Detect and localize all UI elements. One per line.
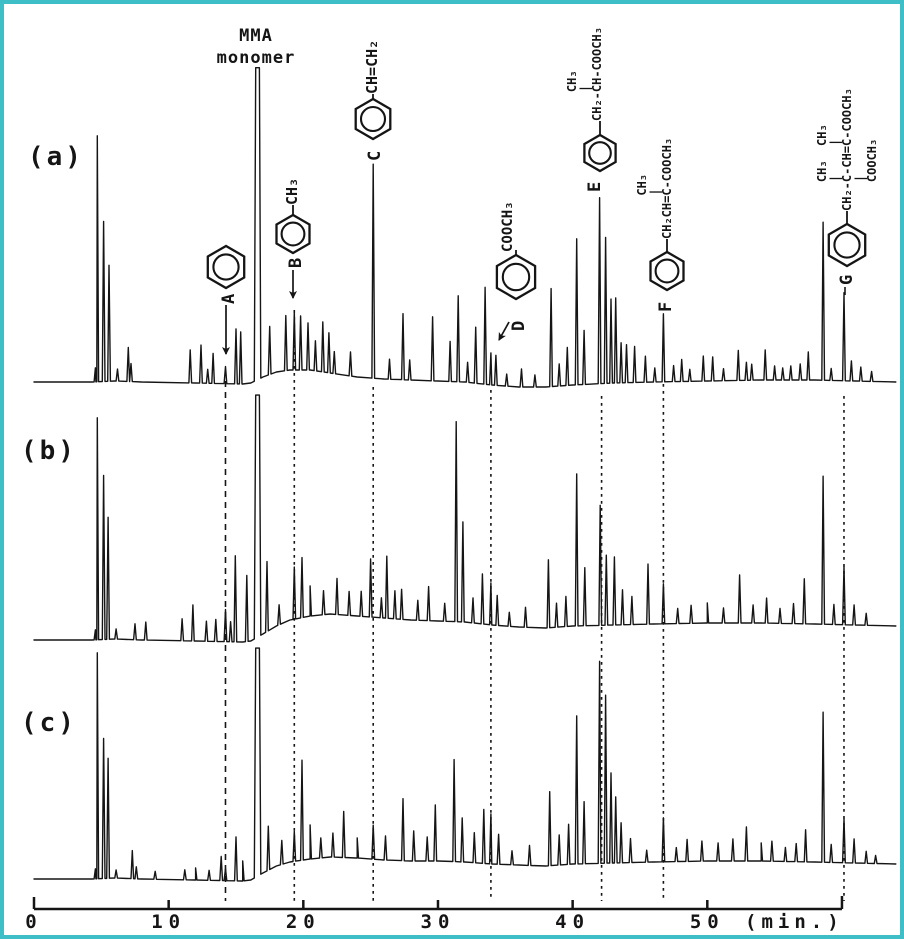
benzene-inner-circle-G xyxy=(833,231,861,259)
formula-line: CH=CH₂ xyxy=(363,39,381,94)
axis-tick-label-30: 30 xyxy=(420,911,456,933)
benzene-ring-F xyxy=(649,250,685,292)
compound-letter-G: G xyxy=(837,274,857,285)
compound-letter-D: D xyxy=(509,320,529,331)
mma-label: MMA monomer xyxy=(210,25,302,69)
compound-letter-C: C xyxy=(365,150,385,161)
axis-tick-label-40: 40 xyxy=(555,911,591,933)
axis-tick-label-20: 20 xyxy=(285,911,321,933)
compound-formula-E: CH₃ | CH₂-CH-COOCH₃ xyxy=(565,27,605,121)
compound-letter-A: A xyxy=(219,293,239,304)
panel-label-a: (a) xyxy=(28,142,84,172)
formula-line: CH₃ CH₃ xyxy=(815,124,829,211)
compound-formula-F: CH₃ | CH₂CH=C-COOCH₃ xyxy=(635,137,675,239)
formula-line: CH₃ xyxy=(283,177,301,205)
axis-tick-label-10: 10 xyxy=(151,911,187,933)
formula-line: COOCH₃ xyxy=(500,201,516,252)
benzene-ring-D xyxy=(495,253,537,301)
compound-formula-D: COOCH₃ xyxy=(500,201,516,252)
benzene-inner-circle-A xyxy=(212,253,240,281)
axis-tick-label-0: 0 xyxy=(25,911,43,933)
axis-unit-label: (min.) xyxy=(745,911,844,933)
compound-formula-C: CH=CH₂ xyxy=(363,39,381,94)
formula-line: CH₂-C-CH=C-COOCH₃ xyxy=(840,88,855,211)
trace-c xyxy=(33,647,897,882)
compound-letter-F: F xyxy=(656,301,676,312)
axis-tick-label-50: 50 xyxy=(689,911,725,933)
formula-line: COOCH₃ xyxy=(865,138,880,211)
benzene-inner-circle-E xyxy=(588,141,612,165)
panel-label-b: (b) xyxy=(21,436,77,466)
trace-a xyxy=(33,67,897,388)
benzene-ring-A xyxy=(206,244,246,290)
formula-line: CH₃ xyxy=(635,173,649,239)
benzene-inner-circle-F xyxy=(654,258,680,284)
trace-b xyxy=(33,394,897,643)
benzene-ring-C xyxy=(354,97,392,141)
formula-line: CH₂CH=C-COOCH₃ xyxy=(660,137,675,239)
compound-formula-B: CH₃ xyxy=(283,177,301,205)
peak-arrow-D xyxy=(498,321,510,341)
compound-letter-B: B xyxy=(286,257,306,268)
formula-line: CH₃ xyxy=(565,70,579,121)
benzene-inner-circle-B xyxy=(280,221,306,247)
benzene-ring-B xyxy=(275,213,311,255)
benzene-ring-G xyxy=(827,222,867,268)
compound-formula-G: CH₃ CH₃ | | CH₂-C-CH=C-COOCH₃ | COOCH₃ xyxy=(815,88,880,211)
formula-line: CH₂-CH-COOCH₃ xyxy=(590,27,605,121)
mma-label-line2: monomer xyxy=(216,48,296,68)
benzene-ring-E xyxy=(583,133,617,173)
compound-letter-E: E xyxy=(585,181,605,192)
benzene-inner-circle-D xyxy=(501,262,531,292)
benzene-inner-circle-C xyxy=(359,105,387,133)
mma-label-line1: MMA xyxy=(239,26,273,46)
panel-label-c: (c) xyxy=(21,708,77,738)
